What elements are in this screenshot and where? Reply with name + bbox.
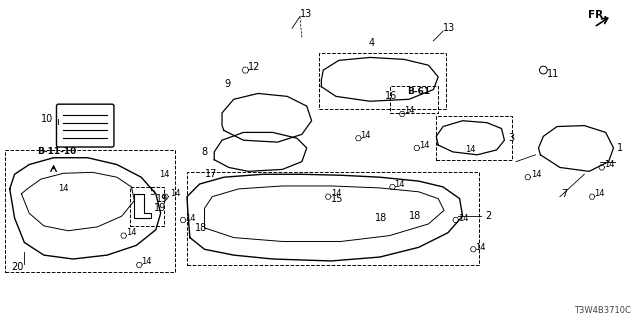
Text: 14: 14 <box>58 184 69 193</box>
Bar <box>129 187 164 226</box>
Text: 16: 16 <box>385 92 397 101</box>
Text: 14: 14 <box>170 189 181 198</box>
Text: 14: 14 <box>604 160 614 169</box>
Text: 18: 18 <box>375 213 387 223</box>
Text: 12: 12 <box>248 62 260 72</box>
Text: 9: 9 <box>224 79 230 89</box>
Text: 14: 14 <box>404 107 415 116</box>
Text: 17: 17 <box>205 169 217 179</box>
Text: 20: 20 <box>12 262 24 272</box>
Text: B-61: B-61 <box>407 87 430 96</box>
Text: 1: 1 <box>618 143 623 153</box>
Text: 10: 10 <box>41 114 53 124</box>
Text: 19: 19 <box>156 194 168 204</box>
Text: 14: 14 <box>465 145 476 155</box>
Text: 14: 14 <box>159 170 169 179</box>
Text: 14: 14 <box>394 180 405 188</box>
Text: 14: 14 <box>185 214 195 223</box>
Bar <box>5 150 175 272</box>
Text: FR.: FR. <box>588 10 607 20</box>
Text: 14: 14 <box>360 131 371 140</box>
Text: 14: 14 <box>458 214 468 223</box>
Text: 14: 14 <box>594 189 605 198</box>
Text: 15: 15 <box>331 194 344 204</box>
Text: 18: 18 <box>409 211 421 221</box>
Text: 14: 14 <box>476 243 486 252</box>
Text: 18: 18 <box>195 223 207 233</box>
Text: 13: 13 <box>443 23 455 33</box>
Text: 14: 14 <box>419 140 429 149</box>
Text: T3W4B3710C: T3W4B3710C <box>575 306 632 315</box>
Text: 11: 11 <box>547 69 559 79</box>
Text: 3: 3 <box>508 133 515 143</box>
Text: 14: 14 <box>331 189 342 198</box>
Text: 14: 14 <box>127 228 137 237</box>
Bar <box>187 172 479 265</box>
Bar <box>319 52 446 109</box>
Text: 5: 5 <box>149 187 156 197</box>
Text: 7: 7 <box>561 189 567 199</box>
Text: 8: 8 <box>202 147 208 157</box>
Bar <box>390 86 438 113</box>
Text: 2: 2 <box>485 211 491 221</box>
Bar <box>436 116 512 160</box>
Text: 14: 14 <box>141 257 152 267</box>
Text: 13: 13 <box>300 9 312 19</box>
Text: 19: 19 <box>154 204 166 213</box>
Text: 4: 4 <box>369 38 375 48</box>
Text: B-11-10: B-11-10 <box>37 148 76 156</box>
Text: 14: 14 <box>531 170 541 179</box>
